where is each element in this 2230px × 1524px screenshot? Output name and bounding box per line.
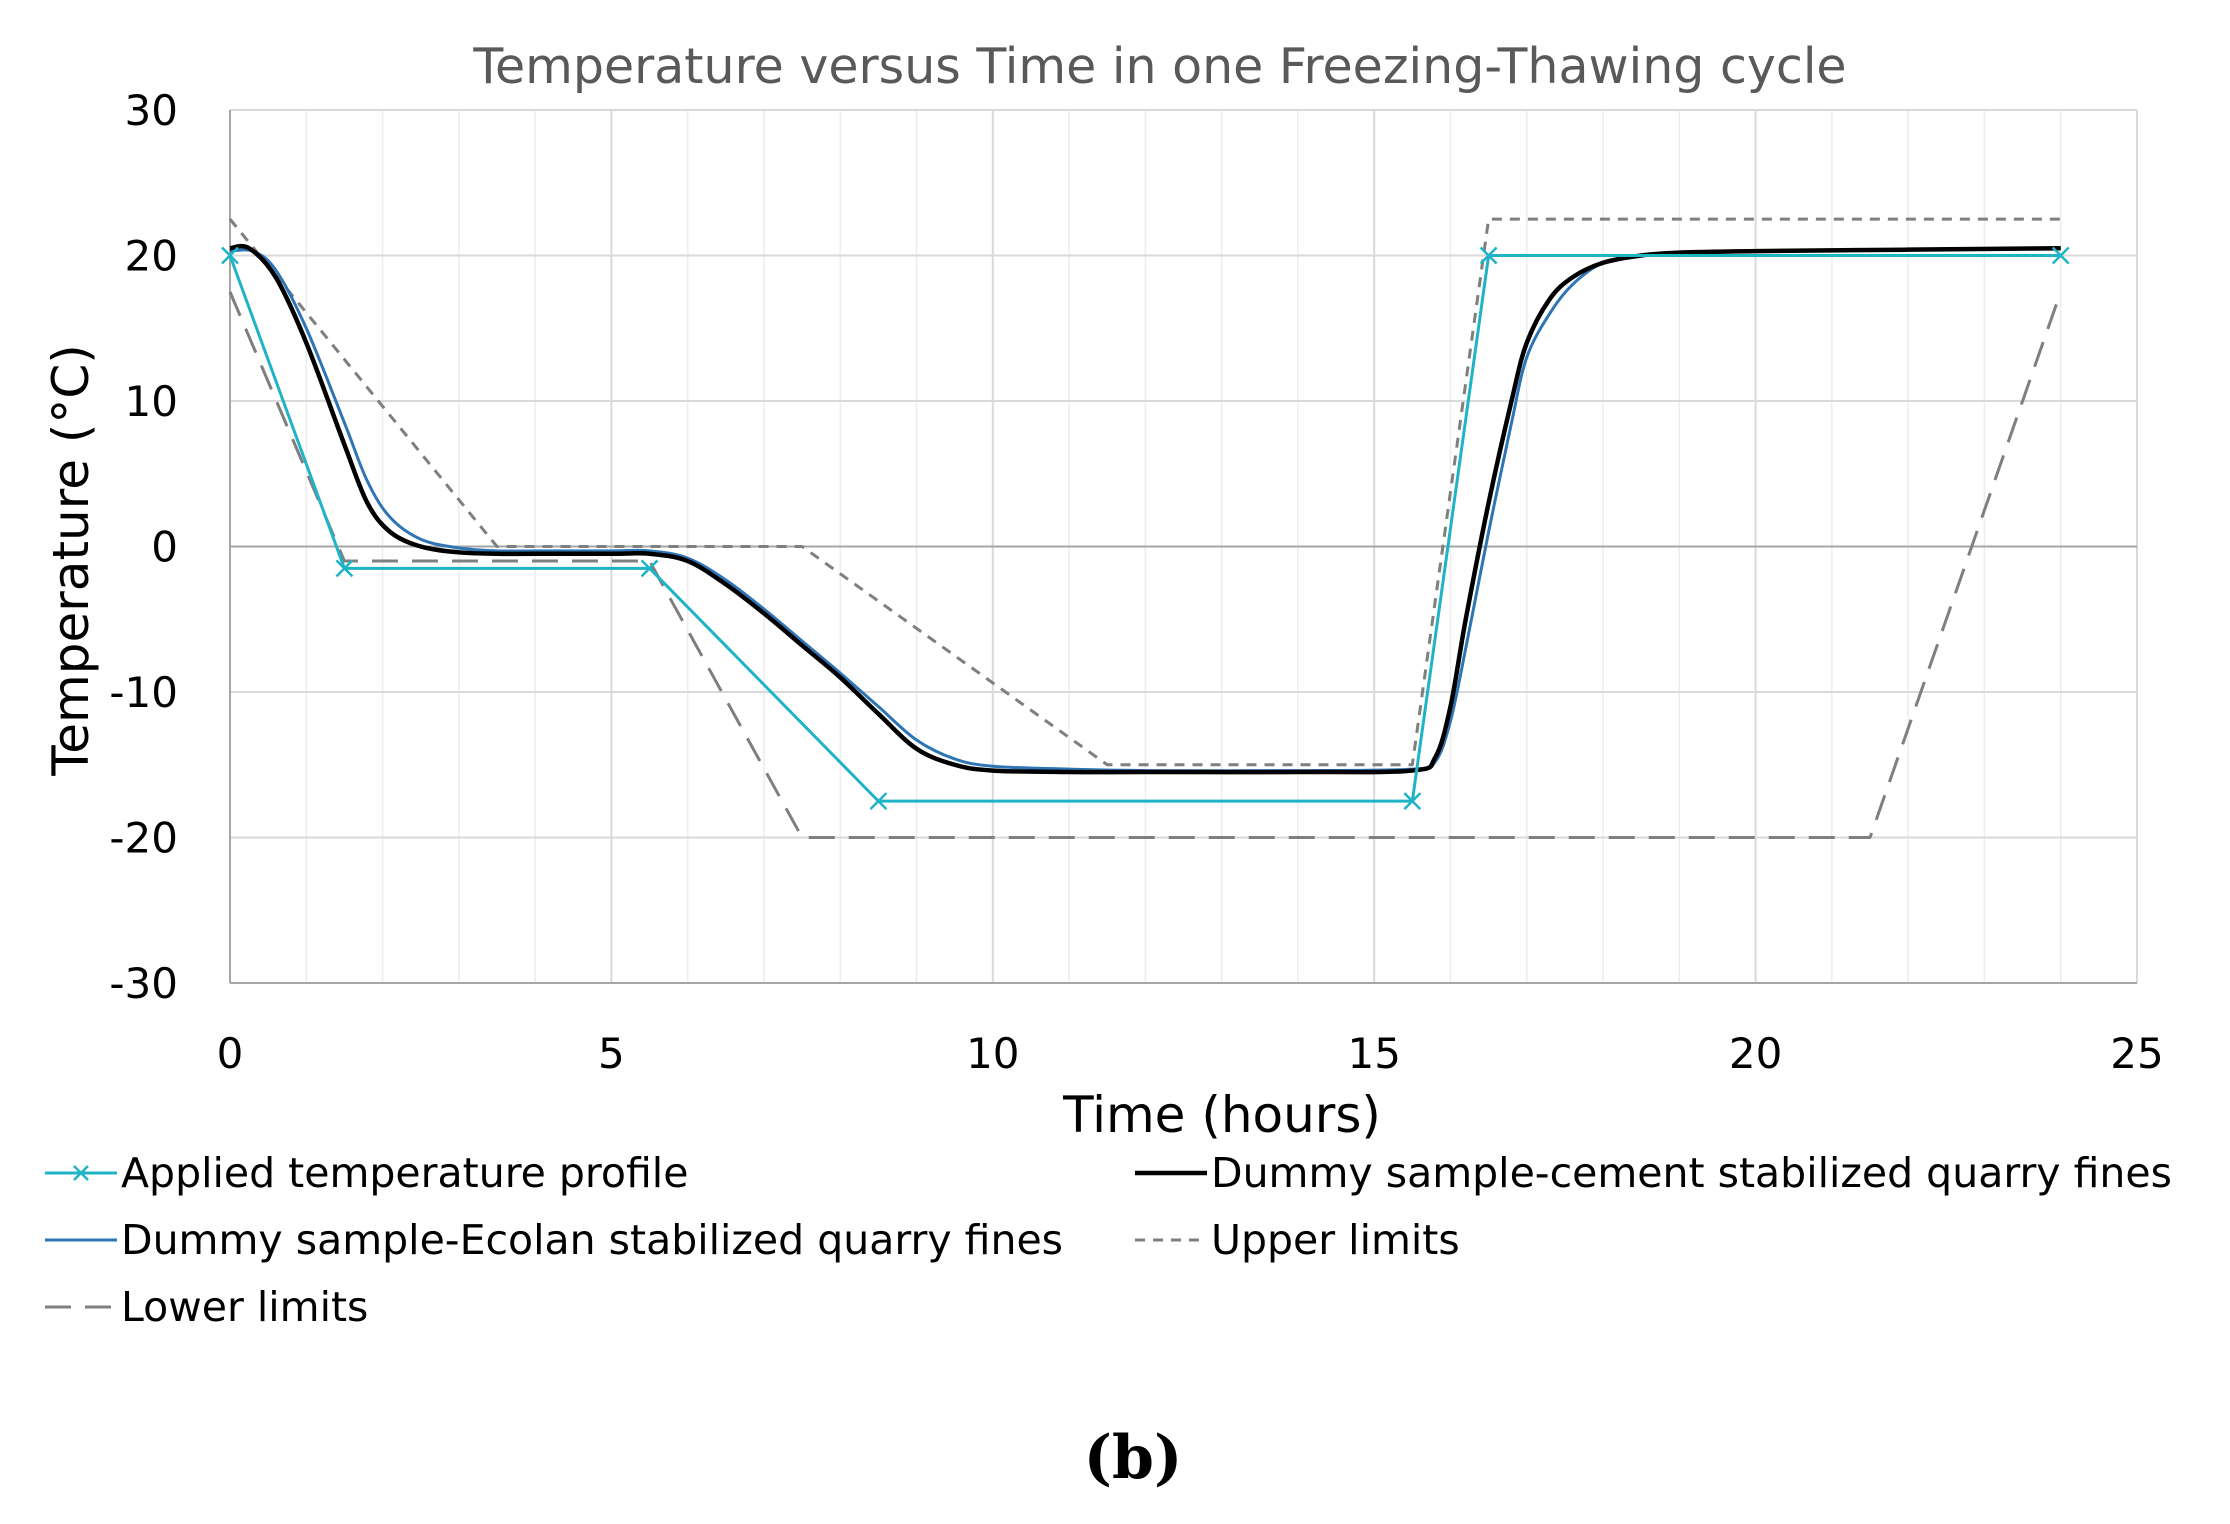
series-layer [221,217,2070,839]
legend: Applied temperature profile Dummy sample-… [45,1149,2172,1331]
chart-title: Temperature versus Time in one Freezing-… [472,38,1846,95]
x-tick-label: 25 [2110,1029,2163,1078]
legend-item-lower-limits: Lower limits [45,1283,368,1331]
data-point-marker [221,246,239,265]
series-line-upper-limits [228,217,2061,767]
data-point-marker [869,792,888,811]
x-tick-labels: 0 5 10 15 20 25 [217,1029,2164,1078]
legend-label: Dummy sample-Ecolan stabilized quarry fi… [121,1216,1063,1264]
legend-label: Upper limits [1211,1216,1460,1264]
x-tick-label: 0 [217,1029,244,1078]
y-tick-label: -30 [109,959,178,1008]
legend-label: Lower limits [121,1283,368,1331]
legend-item-upper-limits: Upper limits [1135,1216,1460,1264]
y-tick-label: 0 [151,523,178,572]
data-point-marker [640,559,659,578]
y-tick-label: 30 [125,86,178,135]
data-point-marker [335,559,354,578]
data-point-marker [2051,246,2070,265]
legend-label: Applied temperature profile [121,1149,688,1197]
legend-item-applied-temperature-profile: Applied temperature profile [45,1149,688,1197]
legend-label: Dummy sample-cement stabilized quarry fi… [1211,1149,2172,1197]
x-tick-label: 5 [598,1029,625,1078]
plot-area [221,109,2138,984]
series-line-dummy-sample-ecolan-stabilized-quarry-fines [229,246,2061,773]
y-tick-label: 20 [125,232,178,281]
x-axis-label: Time (hours) [1062,1086,1381,1144]
data-point-marker [1479,246,1498,265]
figure-caption: (b) [1084,1423,1183,1493]
y-axis-label: Temperature (°C) [42,344,100,777]
y-tick-label: 10 [125,377,178,426]
y-tick-label: -10 [109,668,178,717]
legend-item-dummy-sample-cement-stabilized-quarry-fines: Dummy sample-cement stabilized quarry fi… [1135,1149,2172,1197]
series-line-dummy-sample-cement-stabilized-quarry-fines [229,243,2061,775]
data-point-marker [1403,792,1422,811]
x-tick-label: 15 [1347,1029,1400,1078]
y-tick-labels: 30 20 10 0 -10 -20 -30 [109,86,178,1008]
x-tick-label: 10 [966,1029,1019,1078]
x-tick-label: 20 [1729,1029,1782,1078]
y-tick-label: -20 [109,814,178,863]
legend-item-dummy-sample-ecolan-stabilized-quarry-fines: Dummy sample-Ecolan stabilized quarry fi… [45,1216,1063,1264]
